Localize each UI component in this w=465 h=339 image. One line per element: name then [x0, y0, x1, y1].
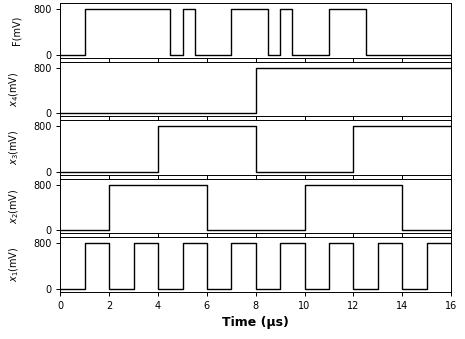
Y-axis label: $x_3$(mV): $x_3$(mV): [8, 130, 21, 165]
X-axis label: Time (μs): Time (μs): [222, 316, 289, 329]
Y-axis label: F(mV): F(mV): [11, 16, 21, 45]
Y-axis label: $x_2$(mV): $x_2$(mV): [8, 188, 21, 224]
Y-axis label: $x_1$(mV): $x_1$(mV): [8, 247, 21, 282]
Y-axis label: $x_4$(mV): $x_4$(mV): [8, 71, 21, 107]
